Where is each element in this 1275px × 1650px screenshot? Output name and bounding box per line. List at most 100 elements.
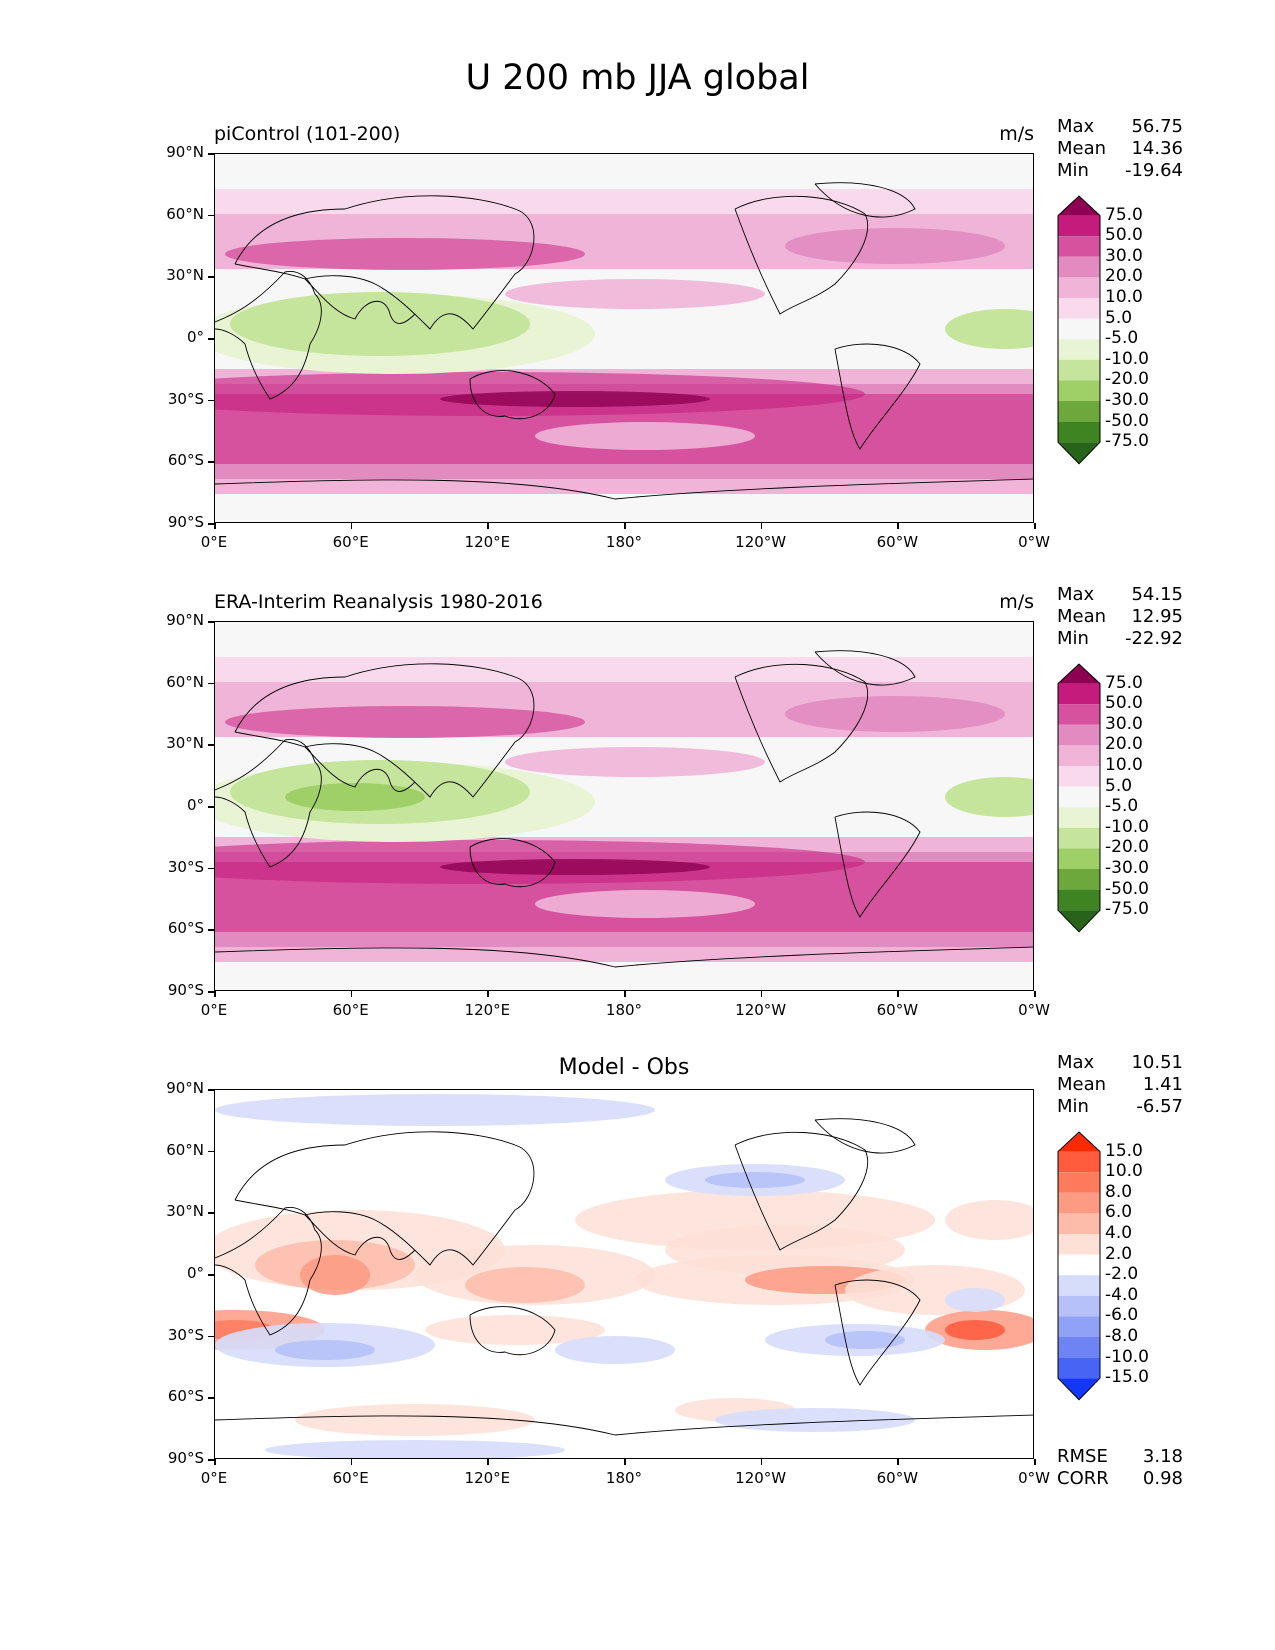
y-tick-label: 90°S	[167, 1449, 204, 1467]
units-label: m/s	[999, 591, 1034, 613]
colorbar-outline	[1057, 1131, 1101, 1401]
colorbar-segment	[1058, 215, 1100, 237]
positive-anomaly	[575, 1190, 935, 1250]
colorbar-segment	[1058, 766, 1100, 787]
easterly-core	[230, 292, 530, 356]
colorbar-tick-label: -2.0	[1105, 1264, 1139, 1285]
x-tick-label: 120°W	[735, 1001, 787, 1019]
y-tick-label: 30°S	[167, 857, 204, 876]
stat-label-min: Min	[1057, 1096, 1089, 1117]
colorbar-segment	[1058, 339, 1100, 360]
coastline	[234, 663, 535, 798]
y-tick-label: 90°S	[167, 981, 204, 999]
coastline	[469, 838, 556, 888]
coastline	[834, 343, 921, 450]
y-tick-label: 60°N	[166, 672, 204, 691]
colorbar-segment	[1058, 236, 1100, 257]
negative-anomaly	[945, 1288, 1005, 1312]
coastline	[834, 811, 921, 918]
map-model	[214, 153, 1034, 523]
metric-value-rmse: 3.18	[1142, 1446, 1183, 1467]
coastlines	[215, 650, 1033, 968]
stat-value-max: 54.15	[1131, 584, 1183, 605]
colorbar-segment	[1058, 745, 1100, 766]
x-tick-label: 120°W	[735, 533, 787, 551]
colorbar-tick-label: 10.0	[1105, 755, 1143, 775]
colorbar-tick-label: -15.0	[1105, 1367, 1149, 1388]
colorbar-segment	[1058, 889, 1100, 911]
colorbar-tick-label: 30.0	[1105, 245, 1143, 266]
y-tick-label: 60°S	[167, 451, 204, 470]
y-tick-mark	[208, 682, 214, 685]
map-diff	[214, 1089, 1034, 1459]
colorbar-tick-label: 4.0	[1105, 1223, 1133, 1243]
negative-anomaly	[705, 1172, 805, 1188]
coastline	[215, 1207, 322, 1336]
y-tick-mark	[208, 929, 214, 931]
coastline	[814, 182, 916, 218]
x-tick-label: 0°E	[200, 1001, 228, 1019]
colorbar-segment	[1058, 1192, 1100, 1214]
colorbar-segment	[1058, 848, 1100, 869]
y-tick-label: 60°S	[167, 919, 204, 938]
y-tick-mark	[208, 1335, 214, 1338]
positive-anomaly	[945, 1320, 1005, 1340]
y-tick-label: 90°N	[166, 1079, 204, 1097]
coastline	[215, 739, 322, 868]
pacific-jet	[505, 747, 765, 777]
y-tick-label: 60°N	[166, 1140, 204, 1159]
x-tick-label: 60°E	[332, 1001, 369, 1019]
stat-label-max: Max	[1057, 1052, 1095, 1073]
panel-subtitle: ERA-Interim Reanalysis 1980-2016	[214, 591, 543, 613]
y-tick-label: 30°S	[167, 389, 204, 408]
southern-jet-max	[440, 859, 710, 875]
metric-label-rmse: RMSE	[1057, 1446, 1108, 1467]
negative-anomaly	[715, 1408, 915, 1432]
colorbar-segment	[1058, 298, 1100, 319]
map-obs	[214, 621, 1034, 991]
colorbar-segment	[1058, 1275, 1100, 1296]
stat-label-mean: Mean	[1057, 1074, 1107, 1095]
x-tick-mark	[487, 523, 489, 529]
stat-label-mean: Mean	[1057, 606, 1107, 627]
x-tick-label: 180°	[605, 1469, 643, 1487]
x-tick-mark	[760, 991, 763, 997]
jet-band	[215, 479, 1033, 494]
x-tick-mark	[214, 1459, 216, 1465]
stat-value-min: -19.64	[1124, 160, 1183, 181]
colorbar-segment	[1058, 1151, 1100, 1173]
colorbar-tick-label: 6.0	[1105, 1202, 1133, 1223]
colorbar-tick-label: 75.0	[1105, 672, 1143, 693]
colorbar-segment	[1058, 724, 1100, 746]
colorbar-diff	[1057, 1131, 1101, 1401]
coastline	[469, 370, 556, 420]
stat-value-max: 56.75	[1131, 116, 1183, 137]
y-tick-mark	[208, 276, 214, 278]
colorbar-tick-label: -75.0	[1105, 431, 1149, 452]
x-tick-mark	[897, 523, 899, 529]
colorbar-segment	[1058, 380, 1100, 401]
x-tick-label: 0°W	[1018, 1469, 1050, 1487]
coastline	[814, 650, 916, 686]
x-tick-label: 60°E	[332, 533, 369, 551]
metric-value-corr: 0.98	[1142, 1468, 1183, 1489]
y-tick-mark	[208, 806, 214, 808]
y-tick-label: 0°	[186, 796, 204, 814]
x-tick-label: 60°W	[876, 533, 919, 551]
southern-jet-max	[440, 391, 710, 407]
x-tick-label: 60°E	[332, 1469, 369, 1487]
coastline	[304, 278, 416, 324]
colorbar-segment	[1058, 1357, 1100, 1379]
x-tick-label: 60°W	[876, 1001, 919, 1019]
y-tick-mark	[208, 214, 214, 217]
negative-anomaly	[275, 1340, 375, 1360]
stat-value-mean: 1.41	[1142, 1074, 1183, 1095]
stat-label-min: Min	[1057, 628, 1089, 649]
colorbar-tick-label: -4.0	[1105, 1284, 1139, 1305]
positive-anomaly	[295, 1404, 535, 1436]
coastline	[834, 1279, 921, 1386]
coastline	[215, 478, 1033, 500]
atlantic-jet	[785, 228, 1005, 264]
colorbar-tick-label: 5.0	[1105, 775, 1133, 796]
x-tick-label: 0°E	[200, 1469, 228, 1487]
